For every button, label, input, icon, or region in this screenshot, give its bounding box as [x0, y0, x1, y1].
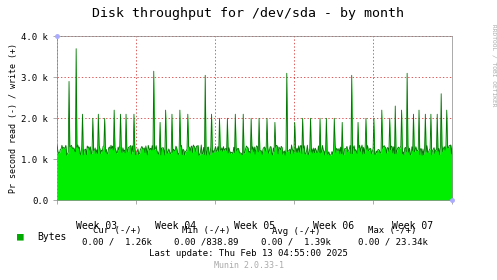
Text: Disk throughput for /dev/sda - by month: Disk throughput for /dev/sda - by month	[92, 7, 405, 20]
Text: 0.00 /  1.39k: 0.00 / 1.39k	[261, 238, 331, 247]
Text: 0.00 /838.89: 0.00 /838.89	[174, 238, 239, 247]
Text: Week 06: Week 06	[313, 221, 354, 232]
Text: Cur (-/+): Cur (-/+)	[92, 227, 141, 235]
Text: Last update: Thu Feb 13 04:55:00 2025: Last update: Thu Feb 13 04:55:00 2025	[149, 249, 348, 258]
Text: 0.00 / 23.34k: 0.00 / 23.34k	[358, 238, 427, 247]
Text: Week 04: Week 04	[155, 221, 196, 232]
Text: Bytes: Bytes	[37, 232, 67, 242]
Text: Week 07: Week 07	[392, 221, 433, 232]
Text: ■: ■	[17, 232, 24, 242]
Text: Min (-/+): Min (-/+)	[182, 227, 231, 235]
Text: Week 03: Week 03	[76, 221, 117, 232]
Text: Max (-/+): Max (-/+)	[368, 227, 417, 235]
Text: Avg (-/+): Avg (-/+)	[271, 227, 320, 235]
Text: RRDTOOL / TOBI OETIKER: RRDTOOL / TOBI OETIKER	[491, 24, 496, 106]
Text: 0.00 /  1.26k: 0.00 / 1.26k	[82, 238, 152, 247]
Text: Week 05: Week 05	[234, 221, 275, 232]
Text: Munin 2.0.33-1: Munin 2.0.33-1	[214, 262, 283, 270]
Y-axis label: Pr second read (-) / write (+): Pr second read (-) / write (+)	[9, 43, 18, 193]
